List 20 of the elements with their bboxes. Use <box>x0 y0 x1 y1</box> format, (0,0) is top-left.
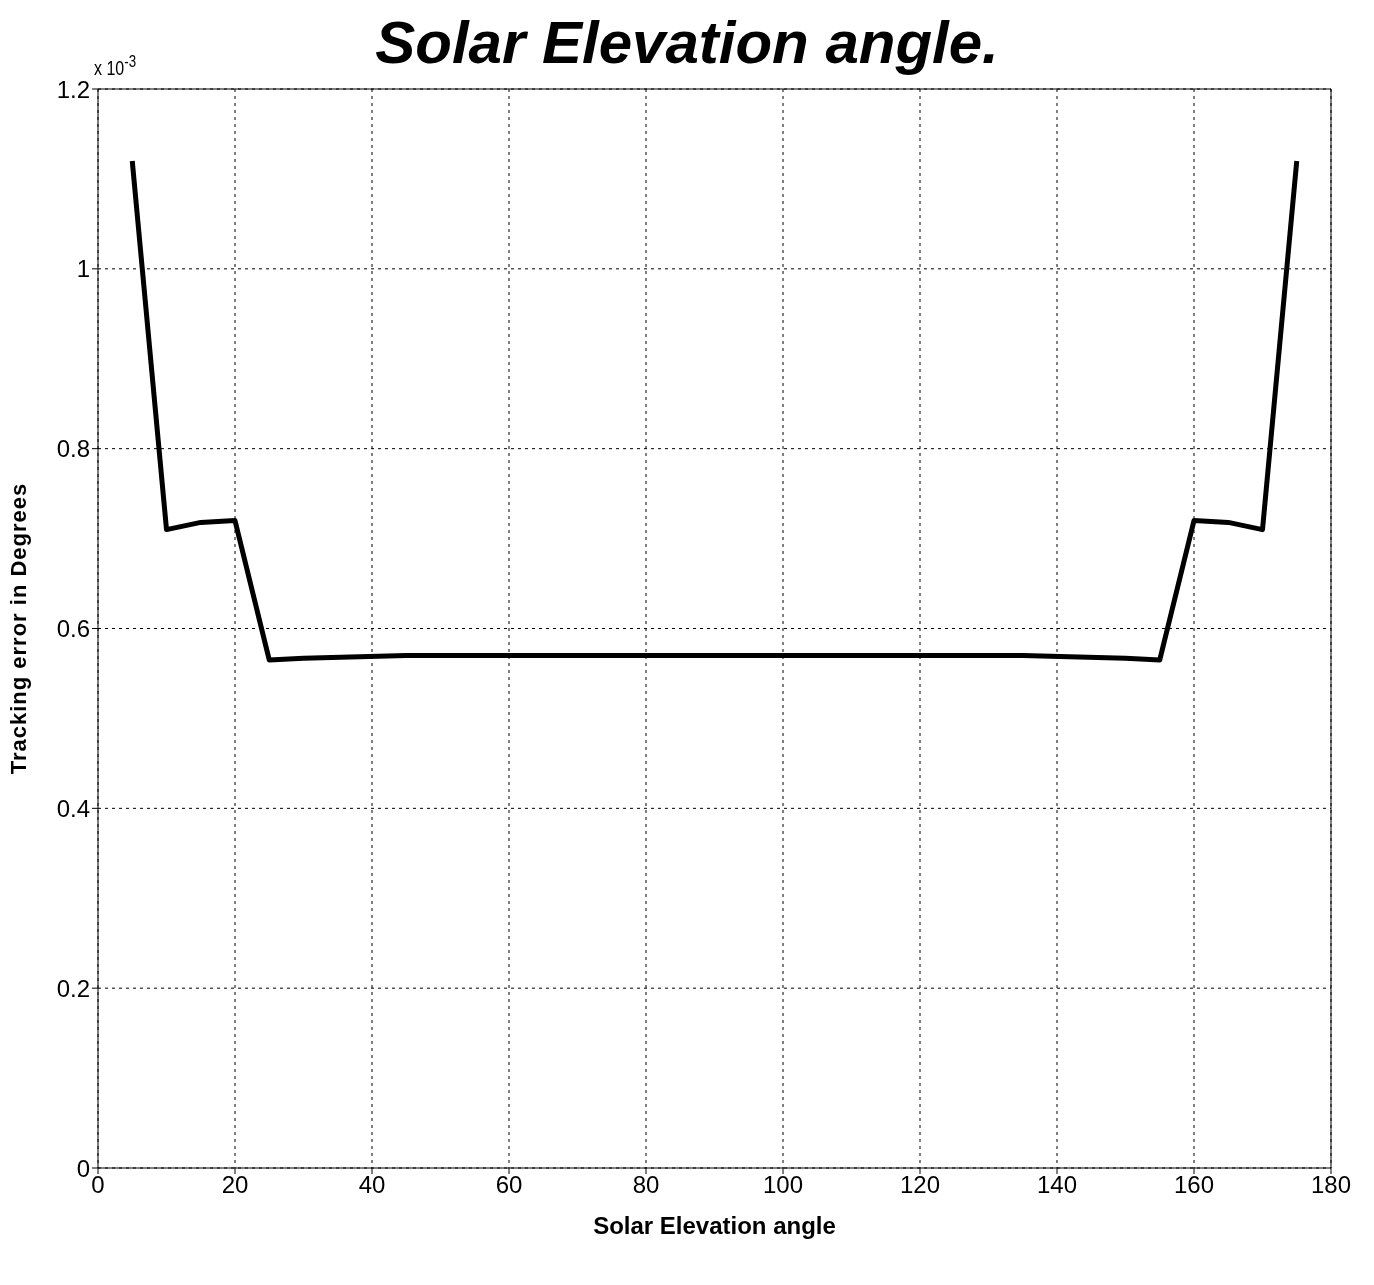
y-tick-label: 0 <box>76 1154 90 1182</box>
x-tick-label: 120 <box>899 1171 941 1199</box>
chart-title: Solar Elevation angle. <box>375 9 999 76</box>
y-axis-title: Tracking error in Degrees <box>5 482 31 775</box>
y-tick-label: 0.2 <box>56 974 90 1002</box>
y-tick-label: 1 <box>76 255 90 283</box>
x-tick-label: 160 <box>1173 1171 1215 1199</box>
text: x 10$^{-3}$ <box>94 52 137 80</box>
y-tick-label: 0.4 <box>56 794 90 822</box>
x-tick-label: 100 <box>762 1171 804 1199</box>
x-tick-label: 180 <box>1310 1171 1352 1199</box>
x-tick-label: 40 <box>358 1171 386 1199</box>
x-tick-label: 80 <box>632 1171 660 1199</box>
x-tick-label: 60 <box>495 1171 523 1199</box>
y-tick-label: 1.2 <box>56 75 90 103</box>
x-tick-label: 20 <box>221 1171 249 1199</box>
x-tick-label: 140 <box>1036 1171 1078 1199</box>
x-axis-title: Solar Elevation angle <box>593 1212 836 1239</box>
y-tick-label: 0.6 <box>56 615 90 643</box>
y-tick-label: 0.8 <box>56 435 90 463</box>
